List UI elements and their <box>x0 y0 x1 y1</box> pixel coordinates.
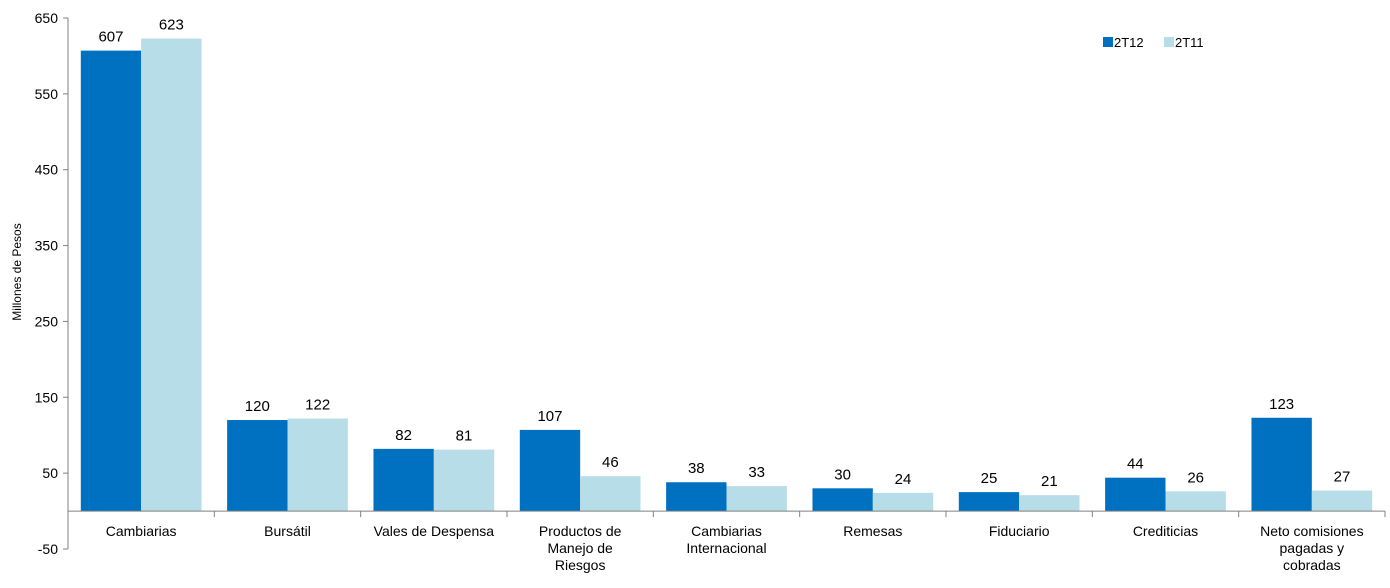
y-tick-label: 50 <box>42 465 58 481</box>
legend: 2T12 2T11 <box>1103 35 1204 50</box>
y-axis-title-group: Millones de Pesos <box>10 223 24 320</box>
x-category-label-line: Cambiarias <box>106 523 177 539</box>
data-label: 46 <box>602 454 619 471</box>
data-labels: 607 623 120 122 82 81 107 46 38 33 30 24 25 21 44 26 123… <box>98 16 1350 490</box>
x-category-label: Vales de Despensa <box>374 523 495 539</box>
bar-2t12 <box>80 50 142 512</box>
bar-2t11 <box>1165 491 1226 512</box>
bar-2t11 <box>433 449 495 512</box>
bar-2t11 <box>141 38 202 512</box>
x-category-label-line: Internacional <box>686 540 766 556</box>
x-category-label: Fiduciario <box>989 523 1050 539</box>
x-category-label-line: Fiduciario <box>989 523 1050 539</box>
bar-2t12 <box>227 420 288 512</box>
x-axis: Cambiarias Bursátil Vales de Despensa Produ… <box>67 510 1386 573</box>
bars <box>80 38 1373 512</box>
x-category-label: Cambiarias Internacional <box>686 523 766 556</box>
x-category-label-line: Riesgos <box>555 557 606 573</box>
data-label: 24 <box>895 471 912 488</box>
x-category-label: Bursátil <box>264 523 311 539</box>
x-category-label-line: Neto comisiones <box>1260 523 1364 539</box>
y-axis: 650 550 450 350 250 150 50 -50 <box>35 10 69 557</box>
y-axis-title: Millones de Pesos <box>10 223 24 320</box>
bar-2t11 <box>1019 495 1080 512</box>
x-category-label-line: Crediticias <box>1133 523 1198 539</box>
x-category-label-line: Vales de Despensa <box>374 523 495 539</box>
data-label: 82 <box>395 427 412 444</box>
bar-2t12 <box>519 429 581 512</box>
x-category-label: Productos de Manejo de Riesgos <box>539 523 622 573</box>
x-category-label: Remesas <box>843 523 902 539</box>
y-tick-label: 650 <box>35 10 59 26</box>
x-category-label: Cambiarias <box>106 523 177 539</box>
x-category-label-line: Productos de <box>539 523 622 539</box>
data-label: 21 <box>1041 473 1058 490</box>
x-category-label: Crediticias <box>1133 523 1198 539</box>
bar-2t11 <box>872 492 934 512</box>
y-tick-label: 450 <box>35 162 59 178</box>
bar-2t12 <box>666 482 727 512</box>
data-label: 26 <box>1187 469 1204 486</box>
bar-2t12 <box>1105 477 1166 512</box>
data-label: 33 <box>748 464 765 481</box>
legend-swatch-2t12 <box>1103 37 1113 47</box>
data-label: 38 <box>688 460 705 477</box>
bar-2t12 <box>1251 417 1312 512</box>
x-category-label-line: Manejo de <box>547 540 613 556</box>
y-tick-label: 150 <box>35 389 59 405</box>
bar-2t12 <box>958 492 1020 512</box>
x-category-label-line: Remesas <box>843 523 902 539</box>
data-label: 81 <box>456 428 473 445</box>
y-tick-label: 350 <box>35 238 59 254</box>
data-label: 122 <box>305 397 330 414</box>
data-label: 107 <box>537 408 562 425</box>
legend-label-2t11: 2T11 <box>1175 35 1204 50</box>
data-label: 123 <box>1269 396 1294 413</box>
data-label: 30 <box>834 466 851 483</box>
y-tick-label: 550 <box>35 86 59 102</box>
x-category-label: Neto comisiones pagadas y cobradas <box>1260 523 1364 573</box>
y-tick-label: -50 <box>38 541 58 557</box>
bar-2t11 <box>1311 490 1373 512</box>
bar-2t11 <box>726 486 787 512</box>
bar-2t12 <box>373 448 434 512</box>
x-category-label-line: cobradas <box>1283 557 1341 573</box>
x-category-label-line: Bursátil <box>264 523 311 539</box>
bar-2t11 <box>287 418 348 512</box>
data-label: 25 <box>981 470 998 487</box>
bar-2t12 <box>812 488 873 512</box>
data-label: 623 <box>159 16 184 33</box>
y-tick-label: 250 <box>35 313 59 329</box>
data-label: 607 <box>98 29 123 46</box>
legend-swatch-2t11 <box>1164 37 1174 47</box>
data-label: 44 <box>1127 456 1144 473</box>
bar-2t11 <box>580 476 641 512</box>
x-category-label-line: pagadas y <box>1280 540 1345 556</box>
data-label: 120 <box>245 398 270 415</box>
data-label: 27 <box>1334 469 1351 486</box>
x-category-label-line: Cambiarias <box>691 523 762 539</box>
legend-label-2t12: 2T12 <box>1114 35 1144 50</box>
